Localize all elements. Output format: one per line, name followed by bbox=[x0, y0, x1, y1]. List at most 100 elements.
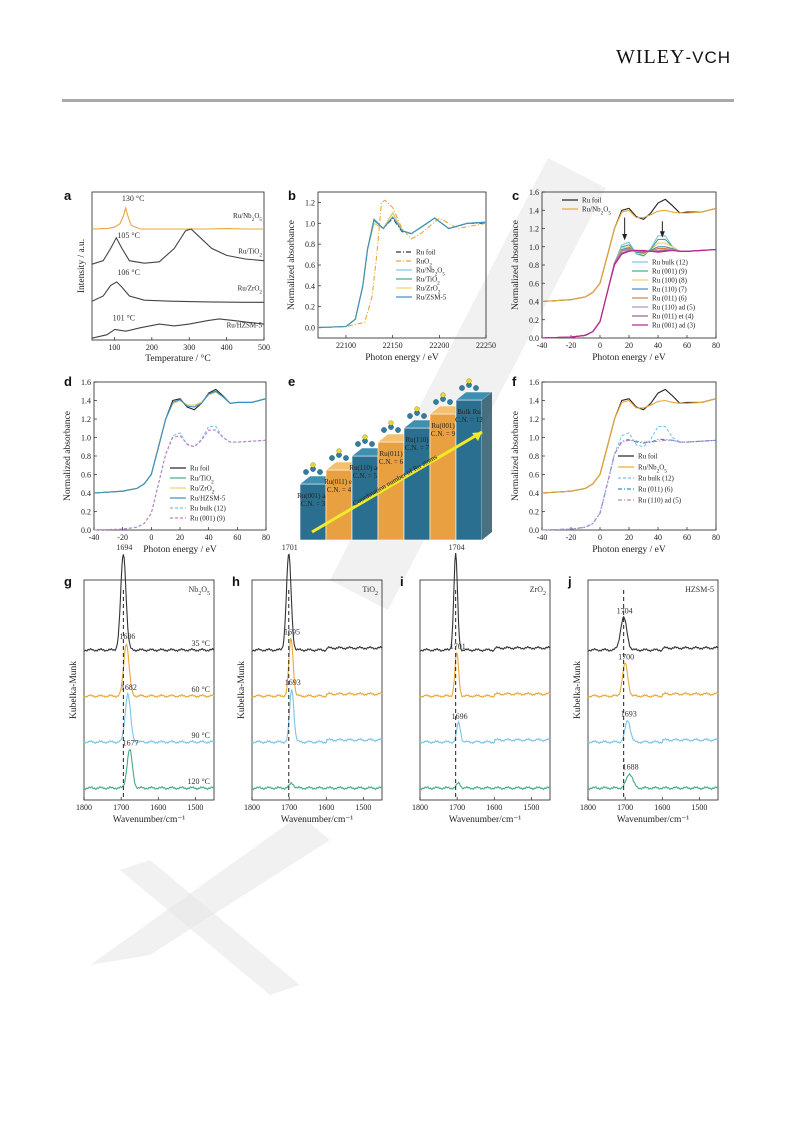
x-tick-label: -20 bbox=[566, 533, 577, 542]
block-label: Ru(001) bbox=[431, 422, 455, 430]
series-line-ru-nb2o5 bbox=[91, 205, 264, 230]
plot-frame bbox=[83, 579, 215, 801]
y-tick-label: 0.8 bbox=[529, 261, 539, 270]
peak-label: 1677 bbox=[123, 739, 139, 748]
ru-atom bbox=[381, 427, 387, 433]
series-line-ru-hzsm-5 bbox=[93, 390, 267, 494]
x-tick-label: -20 bbox=[117, 533, 128, 542]
x-tick-label: 1500 bbox=[187, 803, 203, 812]
x-tick-label: 80 bbox=[712, 341, 720, 350]
block-cn: C.N. = 7 bbox=[405, 444, 430, 452]
legend-label: Ru (110) (7) bbox=[652, 286, 687, 294]
panel-label-g: g bbox=[64, 574, 72, 589]
adsorbate-atom bbox=[466, 378, 472, 384]
x-tick-label: 80 bbox=[712, 533, 720, 542]
spectrum-line bbox=[251, 688, 383, 745]
legend-label: Ru/ZSM-5 bbox=[416, 294, 447, 302]
x-tick-label: 1500 bbox=[355, 803, 371, 812]
spectrum-line bbox=[251, 637, 383, 699]
spectrum-line bbox=[587, 772, 719, 791]
y-tick-label: 1.0 bbox=[529, 434, 539, 443]
legend-label: Ru/Nb2O5 bbox=[638, 464, 667, 475]
ru-atom bbox=[317, 469, 323, 475]
y-tick-label: 1.2 bbox=[529, 225, 539, 234]
peak-label: 1693 bbox=[621, 709, 637, 718]
y-tick-label: 0.0 bbox=[529, 526, 539, 535]
spectrum-line bbox=[587, 615, 719, 653]
x-tick-label: 1800 bbox=[412, 803, 428, 812]
y-axis-title: Kubelka-Munk bbox=[237, 661, 247, 719]
x-tick-label: -40 bbox=[89, 533, 100, 542]
y-tick-label: 1.6 bbox=[81, 378, 91, 387]
block-cn: C.N. = 9 bbox=[431, 430, 456, 438]
legend-label: Ru (011) et (4) bbox=[652, 313, 694, 321]
ru-atom bbox=[303, 469, 309, 475]
plot-frame bbox=[251, 579, 383, 801]
x-tick-label: -40 bbox=[537, 533, 548, 542]
legend-label: Ru foil bbox=[416, 249, 436, 257]
panel-i: i 1800 1700 1600 1500 Wavenumber/cm⁻¹ ZrO2 1704… bbox=[398, 543, 556, 838]
legend-label: Ru foil bbox=[582, 197, 602, 205]
spectrum-line bbox=[419, 652, 551, 699]
y-tick-label: 0.0 bbox=[305, 324, 315, 333]
legend-label: Ru (001) ad (3) bbox=[652, 322, 696, 330]
x-tick-label: -20 bbox=[566, 341, 577, 350]
y-tick-label: 0.2 bbox=[305, 303, 315, 312]
y-tick-label: 0.4 bbox=[81, 489, 91, 498]
peak-annotation: 105 °C bbox=[117, 231, 140, 240]
legend-label: Ru/TiO2 bbox=[416, 276, 440, 287]
ru-atom bbox=[447, 399, 453, 405]
y-tick-label: 1.0 bbox=[81, 434, 91, 443]
spectrum-line bbox=[83, 643, 215, 699]
series-label: Ru/ZrO2 bbox=[238, 284, 263, 295]
x-axis-title: Photon energy / eV bbox=[143, 545, 217, 555]
schematic-e-svg: e Ru(001) adC.N. = 3 Ru(011) etC.N. = 4 Ru(… bbox=[288, 374, 493, 541]
series-label: Ru/Nb2O5 bbox=[233, 212, 262, 223]
y-tick-label: 0.4 bbox=[529, 298, 539, 307]
ru-atom bbox=[343, 455, 349, 461]
block-label: Ru(011) et bbox=[324, 478, 354, 486]
chart-f-svg: -40 -20 0 20 40 60 80 0.0 0.2 0.4 0.6 0.8 1.0 1.2 1.4 1… bbox=[511, 374, 720, 555]
spectrum-line bbox=[587, 662, 719, 699]
step-block-side bbox=[482, 392, 492, 540]
x-tick-label: 0 bbox=[598, 341, 602, 350]
step-block-front bbox=[403, 427, 431, 541]
peak-label: 1704 bbox=[617, 607, 633, 616]
legend-label: Ru (001) (9) bbox=[652, 268, 688, 276]
spectrum-line bbox=[83, 691, 215, 745]
panel-title: ZrO2 bbox=[530, 585, 546, 597]
cn-trend-arrow bbox=[311, 430, 483, 534]
spectrum-line bbox=[419, 781, 551, 791]
x-axis-title: Temperature / °C bbox=[145, 353, 210, 364]
x-axis-title: Photon energy / eV bbox=[592, 545, 666, 555]
block-label: Ru(001) ad bbox=[297, 492, 329, 500]
x-tick-label: 0 bbox=[598, 533, 602, 542]
series-line-ru-hzsm-5 bbox=[91, 318, 265, 339]
x-axis-title: Wavenumber/cm⁻¹ bbox=[617, 815, 690, 825]
spectrum-line bbox=[83, 554, 215, 653]
arrowhead bbox=[659, 231, 665, 238]
x-axis-title: Wavenumber/cm⁻¹ bbox=[113, 815, 186, 825]
adsorbate-atom bbox=[336, 448, 342, 454]
series-label: Ru/TiO2 bbox=[238, 247, 262, 258]
peak-label: 1688 bbox=[623, 763, 639, 772]
y-axis-title: Intensity / a.u. bbox=[77, 239, 87, 293]
peak-annotation: 106 °C bbox=[117, 268, 140, 277]
peak-label: 1700 bbox=[618, 653, 634, 662]
series-line-ru-nb2o5 bbox=[541, 398, 717, 494]
ru-atom bbox=[473, 385, 479, 391]
logo-main: WILEY bbox=[616, 46, 686, 68]
x-tick-label: 1500 bbox=[523, 803, 539, 812]
x-tick-label: 40 bbox=[654, 533, 662, 542]
panel-label-f: f bbox=[512, 374, 517, 389]
y-tick-label: 1.0 bbox=[529, 243, 539, 252]
panel-label-e: e bbox=[288, 374, 295, 389]
block-cn: C.N. = 5 bbox=[353, 472, 378, 480]
panel-label-h: h bbox=[232, 574, 240, 589]
block-cn: C.N. = 12 bbox=[455, 416, 483, 424]
x-tick-label: 1800 bbox=[580, 803, 596, 812]
peak-label: 1694 bbox=[116, 543, 132, 552]
series-line-ru-001-9- bbox=[93, 429, 267, 531]
